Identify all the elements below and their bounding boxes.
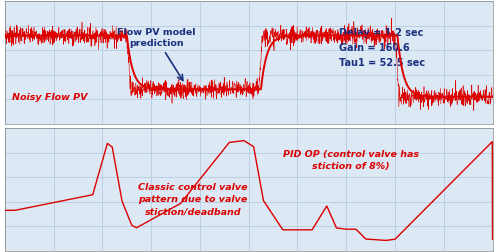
Text: Noisy Flow PV: Noisy Flow PV [12,92,88,102]
Text: PID OP (control valve has
stiction of 8%): PID OP (control valve has stiction of 8%… [283,150,419,171]
Text: Delay = 1.2 sec
Gain = 160.6
Tau1 = 52.5 sec: Delay = 1.2 sec Gain = 160.6 Tau1 = 52.5… [339,27,425,68]
Text: Flow PV model
prediction: Flow PV model prediction [117,28,196,80]
Text: Classic control valve
pattern due to valve
stiction/deadband: Classic control valve pattern due to val… [138,183,248,216]
